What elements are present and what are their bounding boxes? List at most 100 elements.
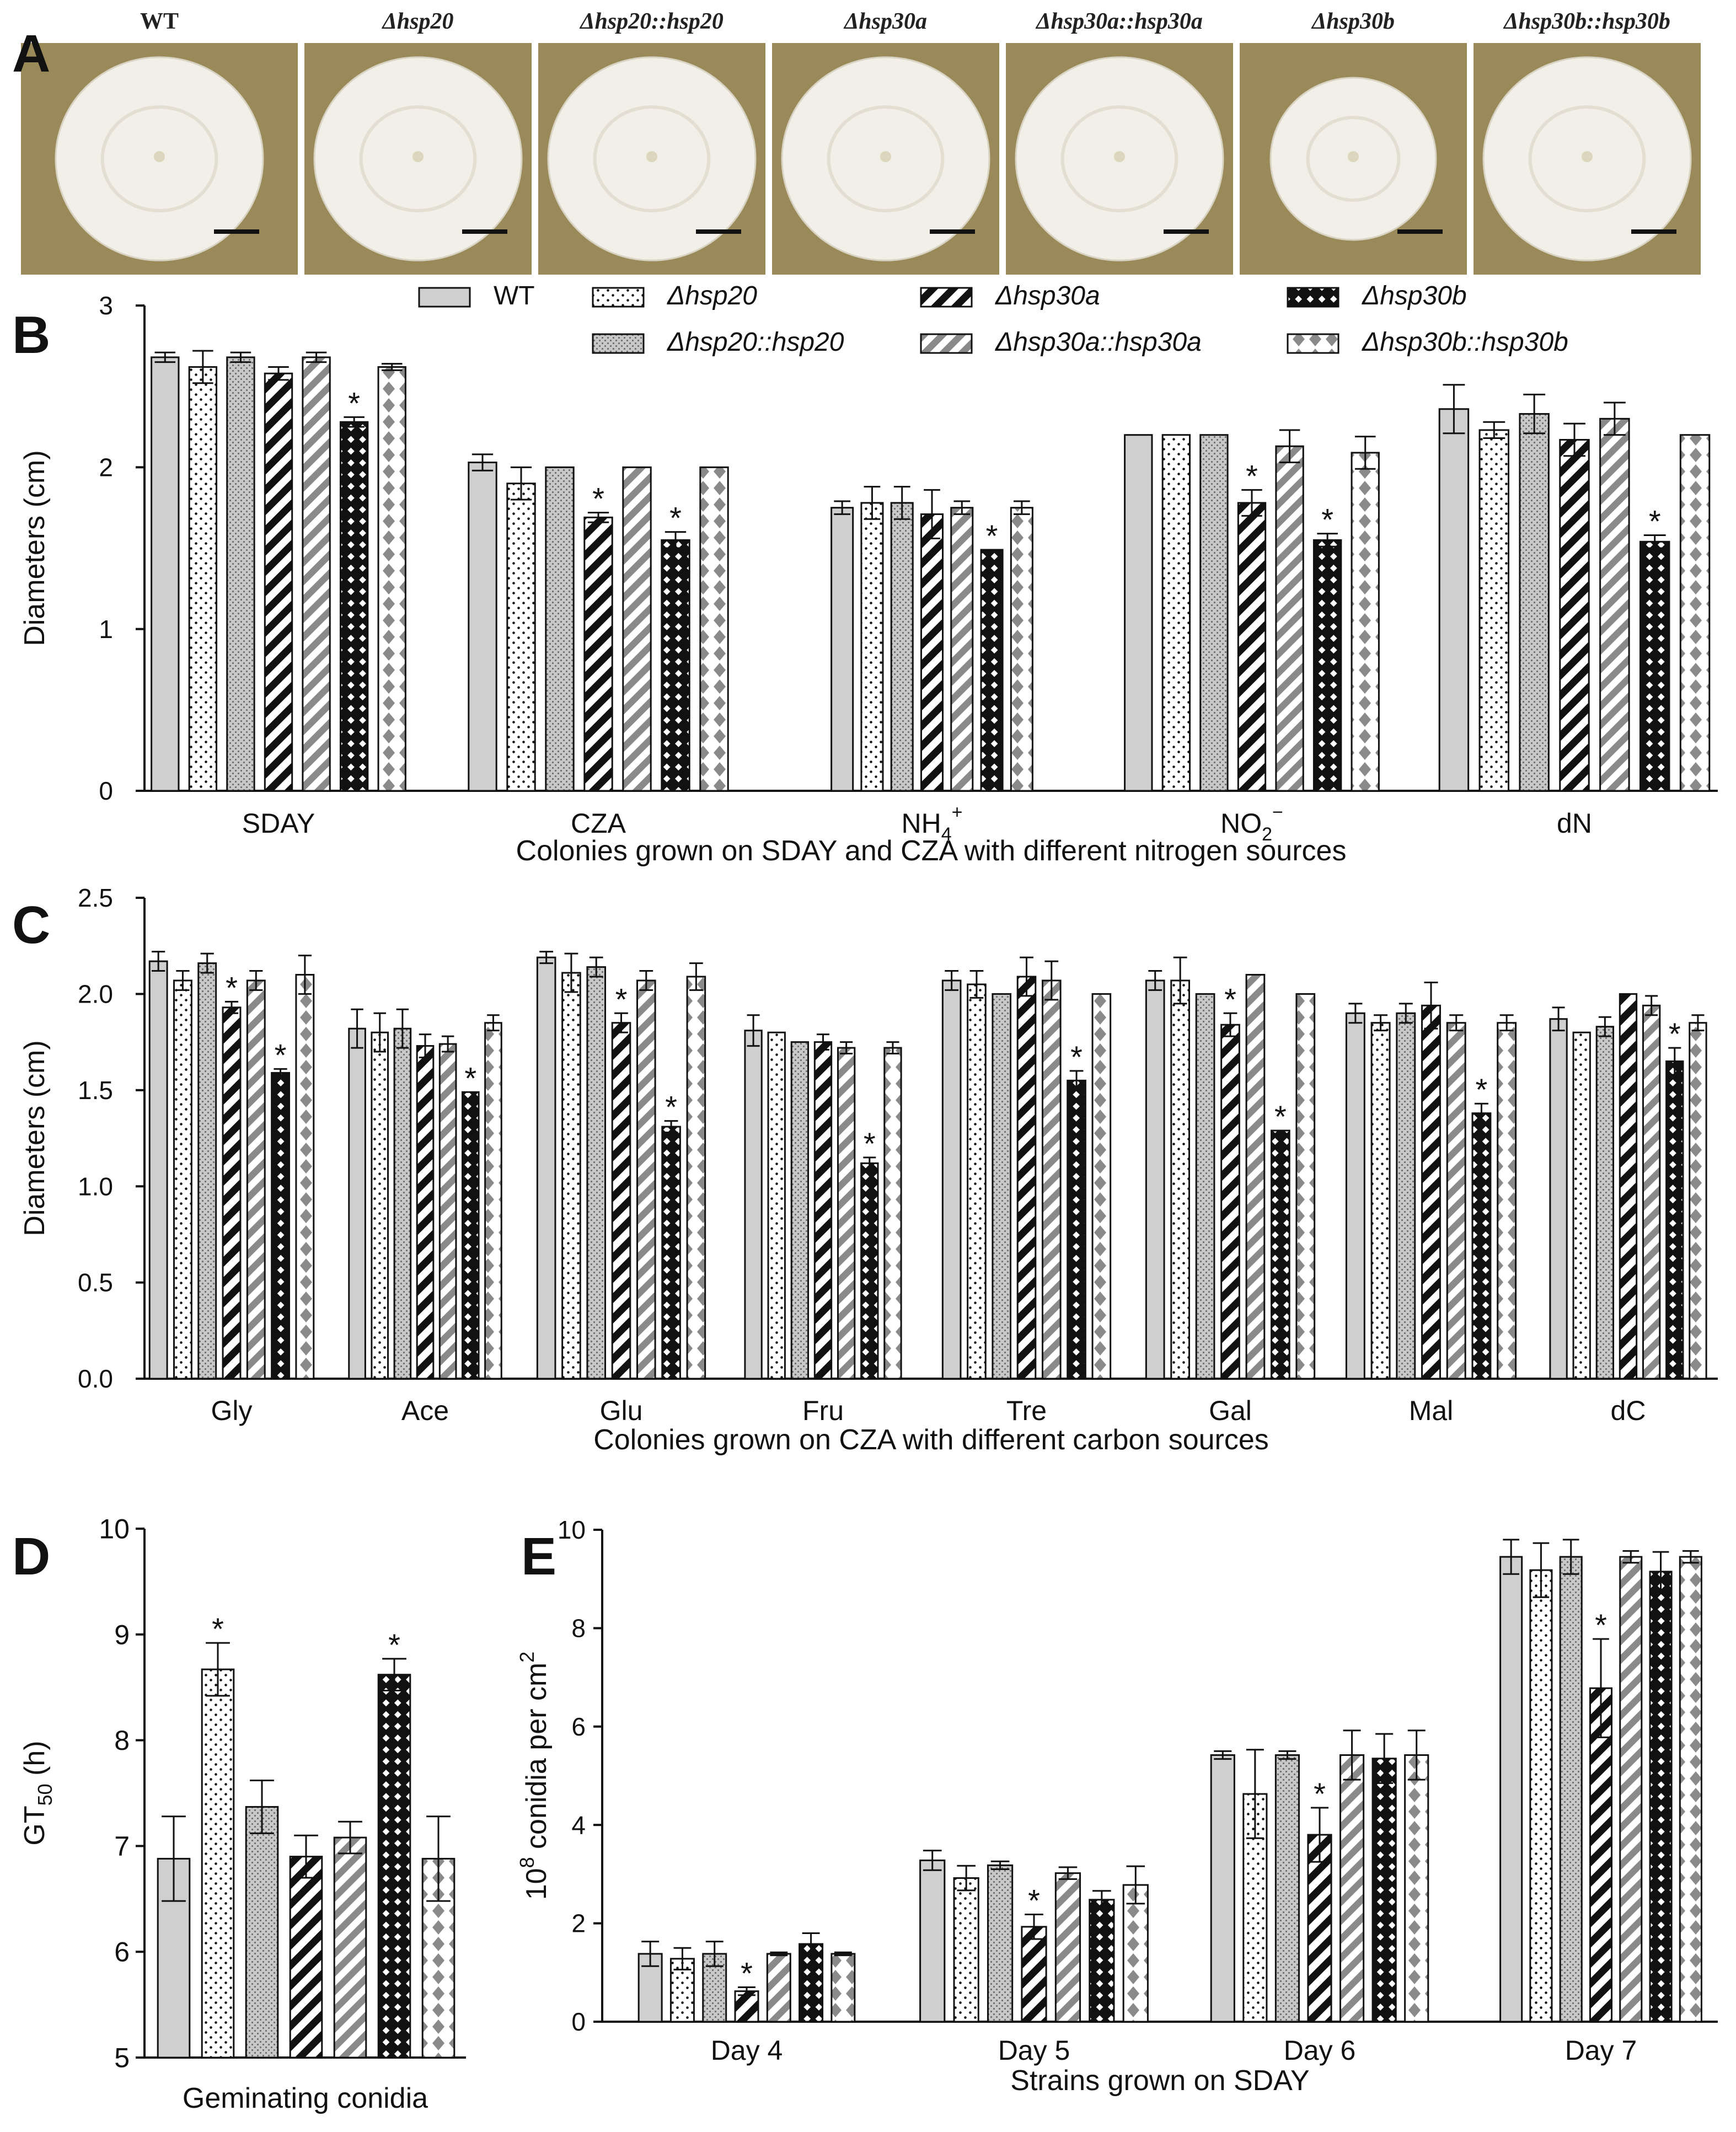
x-category-label: dN bbox=[1557, 808, 1592, 839]
legend-swatch bbox=[920, 333, 973, 354]
legend-swatch bbox=[592, 287, 645, 308]
bar-wt-cza bbox=[468, 462, 497, 792]
bar-wt-sday bbox=[151, 356, 180, 792]
bar-wt-tre bbox=[941, 979, 962, 1380]
significance-marker: * bbox=[615, 982, 628, 1016]
bar-hsp30a-hsp30a-no2 bbox=[1275, 445, 1304, 792]
chart-D: 5 6 7 8 9 10 * * Geminating conidia GT50 (h) bbox=[19, 1514, 466, 2114]
x-category-label: NH4+ bbox=[902, 802, 963, 845]
bar-hsp30a-hsp30a-day-7 bbox=[1619, 1556, 1643, 2023]
bar-hsp30b-hsp30b-ace bbox=[484, 1022, 502, 1380]
bar-hsp20-hsp20-mal bbox=[1396, 1012, 1416, 1380]
bar-hsp30b-hsp30b-tre bbox=[1091, 993, 1112, 1380]
legend-swatch bbox=[1287, 287, 1339, 308]
bar-wt-gly bbox=[148, 960, 168, 1380]
bar-hsp30a-hsp30a-day-6 bbox=[1339, 1754, 1365, 2023]
bar-hsp30a-gly bbox=[222, 1006, 242, 1380]
significance-marker: * bbox=[226, 970, 238, 1005]
bar-hsp20-hsp20-no2 bbox=[1199, 434, 1229, 792]
bar-wt-glu bbox=[536, 956, 556, 1380]
colony-ring bbox=[827, 105, 945, 212]
significance-marker: * bbox=[275, 1037, 287, 1072]
bar-hsp30a-ace bbox=[416, 1045, 435, 1380]
bar-hsp20-gal bbox=[1170, 979, 1190, 1380]
colony-photo-wt: WT bbox=[21, 9, 298, 275]
y-tick-label: 1 bbox=[99, 615, 113, 644]
bar-hsp30b-hsp30b-day-4 bbox=[831, 1953, 856, 2023]
bar-hsp30b-day-7 bbox=[1649, 1571, 1673, 2023]
panel-labels: A B C D E bbox=[12, 24, 556, 1586]
bar-wt-ace bbox=[348, 1027, 366, 1380]
bar-hsp20-hsp20-fru bbox=[790, 1041, 810, 1380]
bar-hsp30b-gly bbox=[271, 1072, 291, 1380]
x-category-label: Day 7 bbox=[1565, 2035, 1637, 2066]
bar-hsp30b-hsp30b-day-5 bbox=[1122, 1884, 1149, 2023]
bar-hsp30a-nh4 bbox=[920, 513, 944, 792]
x-axis-title: Colonies grown on SDAY and CZA with diff… bbox=[516, 835, 1347, 867]
bar-hsp30b-hsp30b-gly bbox=[295, 974, 315, 1380]
x-category-label: dC bbox=[1611, 1395, 1646, 1426]
bar-hsp20-day-7 bbox=[1529, 1569, 1553, 2023]
y-tick-label: 5 bbox=[114, 2043, 130, 2074]
bar-hsp30b-hsp30b-day-7 bbox=[1679, 1556, 1702, 2023]
significance-marker: * bbox=[388, 1627, 400, 1662]
x-category-label: SDAY bbox=[242, 808, 315, 839]
x-category-label: Day 6 bbox=[1284, 2035, 1356, 2066]
bar-hsp30a-day-5 bbox=[1021, 1926, 1047, 2023]
y-tick-label: 0.5 bbox=[78, 1268, 113, 1297]
panel-label-d: D bbox=[12, 1527, 50, 1586]
y-axis-title: 108 conidia per cm2 bbox=[516, 1652, 553, 1900]
x-axis-title: Colonies grown on CZA with different car… bbox=[593, 1424, 1269, 1456]
bar-hsp20-hsp20-dc bbox=[1595, 1026, 1615, 1380]
x-category-label: Day 4 bbox=[711, 2035, 783, 2066]
y-tick-label: 10 bbox=[558, 1515, 586, 1544]
bar-hsp30b-hsp30b-glu bbox=[686, 976, 706, 1380]
colony-ring bbox=[1528, 105, 1646, 212]
significance-marker: * bbox=[1224, 982, 1236, 1016]
bar-wt-fru bbox=[744, 1030, 763, 1380]
y-tick-label: 2 bbox=[571, 1909, 586, 1938]
bar-hsp20-fru bbox=[767, 1031, 786, 1380]
bar-wt-dn bbox=[1438, 408, 1470, 792]
colony-center bbox=[154, 151, 165, 162]
colony-ring bbox=[1306, 116, 1401, 202]
bar-hsp20-cza bbox=[506, 483, 536, 792]
bar-hsp20-mal bbox=[1370, 1022, 1391, 1380]
bar-hsp20-hsp20-day-7 bbox=[1559, 1556, 1583, 2023]
x-category-label: CZA bbox=[571, 808, 626, 839]
bar-hsp30a-hsp30a-ace bbox=[438, 1043, 457, 1380]
panel-label-c: C bbox=[12, 896, 50, 955]
bar-hsp30a-mal bbox=[1421, 1004, 1441, 1380]
bar-hsp20-hsp20-ace bbox=[393, 1027, 412, 1380]
significance-marker: * bbox=[986, 518, 998, 553]
x-axis-title: Geminating conidia bbox=[183, 2082, 428, 2114]
bar-hsp30b-hsp30b-sday bbox=[377, 366, 406, 792]
x-category-label: Fru bbox=[802, 1395, 844, 1426]
colony-center bbox=[646, 151, 657, 162]
colony-center bbox=[1114, 151, 1125, 162]
bar-hsp30b-geminating-conidia bbox=[377, 1674, 411, 2059]
bar-hsp20-sday bbox=[188, 366, 218, 792]
bar-hsp30a-hsp30a-geminating-conidia bbox=[333, 1836, 367, 2059]
bar-hsp20-hsp20-sday bbox=[226, 356, 255, 792]
bar-hsp30b-sday bbox=[339, 421, 369, 792]
bar-hsp30b-gal bbox=[1271, 1129, 1290, 1380]
legend-item-hsp20: Δhsp20 bbox=[592, 281, 757, 310]
bar-hsp30b-dc bbox=[1665, 1060, 1684, 1380]
panel-label-a: A bbox=[12, 24, 50, 83]
bar-hsp30a-hsp30a-day-4 bbox=[766, 1953, 791, 2023]
significance-marker: * bbox=[348, 385, 360, 420]
x-axis-title: Strains grown on SDAY bbox=[1010, 2065, 1309, 2097]
bar-hsp30a-glu bbox=[611, 1022, 631, 1380]
colony-photo-hsp30a-hsp30a: Δhsp30a::hsp30a bbox=[1006, 9, 1233, 275]
bar-hsp30a-hsp30a-sday bbox=[302, 356, 331, 792]
y-tick-label: 8 bbox=[571, 1614, 586, 1643]
bar-hsp30b-hsp30b-cza bbox=[699, 466, 729, 792]
colony-photo-hsp20: Δhsp20 bbox=[304, 9, 532, 275]
bar-hsp20-hsp20-gal bbox=[1195, 993, 1215, 1380]
y-tick-label: 2.0 bbox=[78, 980, 113, 1009]
photo-label: Δhsp30b bbox=[1311, 9, 1395, 34]
colony-photo-strip: WT Δhsp20 Δhsp20::hsp20 Δhsp30a Δhsp30a::hsp… bbox=[21, 9, 1701, 275]
x-category-label: Gly bbox=[211, 1395, 253, 1426]
y-tick-label: 0 bbox=[99, 776, 113, 805]
